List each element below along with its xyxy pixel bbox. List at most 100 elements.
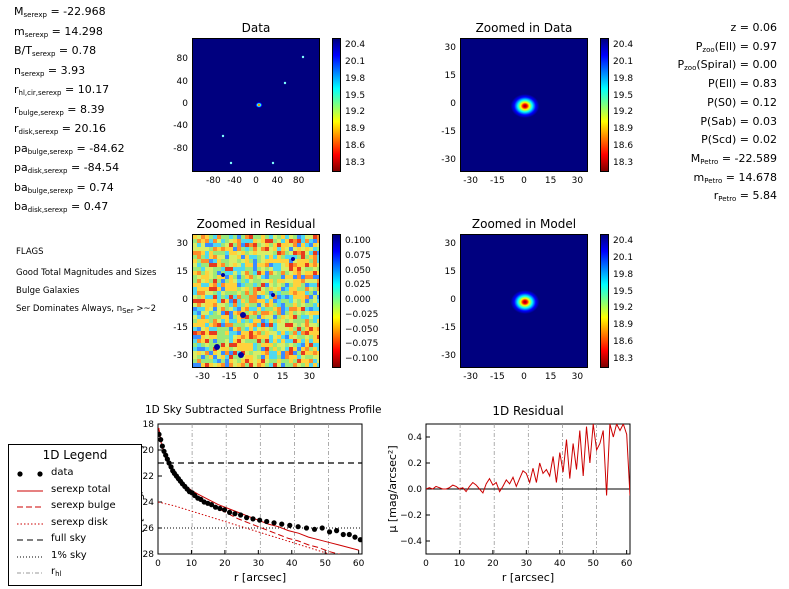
residual-pixel xyxy=(261,251,265,255)
residual-pixel xyxy=(233,307,237,311)
residual-pixel xyxy=(193,287,197,291)
residual-pixel xyxy=(221,243,225,247)
residual-pixel xyxy=(289,271,293,275)
x-tick-label: 10 xyxy=(186,559,198,569)
residual-pixel xyxy=(229,239,233,243)
stat-value: = 20.16 xyxy=(58,122,106,135)
residual-pixel xyxy=(305,319,309,323)
residual-pixel xyxy=(209,311,213,315)
residual-pixel xyxy=(229,331,233,335)
residual-pixel xyxy=(281,315,285,319)
residual-pixel xyxy=(193,259,197,263)
y-tick-label: 26 xyxy=(143,524,155,534)
residual-pixel xyxy=(253,239,257,243)
x-tick-label: -15 xyxy=(489,176,505,186)
colorbar-tick-label: 18.3 xyxy=(345,158,366,168)
residual-pixel xyxy=(233,239,237,243)
residual-pixel xyxy=(233,319,237,323)
x-tick-label: 30 xyxy=(303,372,316,382)
residual-pixel xyxy=(201,355,205,359)
residual-pixel xyxy=(253,275,257,279)
residual-pixel xyxy=(249,251,253,255)
data-point xyxy=(311,526,318,532)
legend-swatch xyxy=(17,522,43,525)
residual-pixel xyxy=(221,251,225,255)
residual-pixel xyxy=(249,235,253,239)
data-point xyxy=(264,518,270,525)
panel-title-3: Zoomed in Model xyxy=(471,217,577,231)
residual-pixel xyxy=(237,287,241,291)
residual-pixel xyxy=(229,303,233,307)
residual-pixel xyxy=(201,299,205,303)
residual-pixel xyxy=(309,323,313,327)
residual-pixel xyxy=(237,235,241,239)
residual-pixel xyxy=(233,315,237,319)
residual-pixel xyxy=(225,235,229,239)
residual-pixel xyxy=(257,255,261,259)
stat-base: ba xyxy=(14,200,28,213)
galaxy-core xyxy=(510,290,540,314)
residual-pixel xyxy=(293,331,297,335)
residual-pixel xyxy=(249,239,253,243)
residual-pixel xyxy=(269,335,273,339)
residual-pixel xyxy=(233,295,237,299)
residual-pixel xyxy=(229,267,233,271)
colorbar-tick-label: 19.8 xyxy=(613,269,634,280)
residual-pixel xyxy=(257,351,261,355)
stat-sub: disk,serexp xyxy=(27,167,68,175)
x-tick-label: 20 xyxy=(487,559,499,569)
stat-sub: bulge,serexp xyxy=(27,186,73,195)
residual-pixel xyxy=(305,299,309,303)
residual-pixel xyxy=(225,243,229,247)
residual-pixel xyxy=(309,243,313,247)
residual-pixel xyxy=(269,243,273,247)
residual-pixel xyxy=(241,275,245,279)
residual-pixel xyxy=(277,263,281,267)
data-point xyxy=(217,505,223,512)
residual-pixel xyxy=(301,351,305,355)
residual-pixel xyxy=(253,299,257,303)
stat-sub: Petro xyxy=(700,157,719,166)
stat-value: = -84.62 xyxy=(72,141,125,155)
residual-pixel xyxy=(229,335,233,339)
x-tick-label: 15 xyxy=(544,176,557,186)
residual-pixel xyxy=(289,307,293,311)
residual-pixel xyxy=(281,255,285,259)
residual-pixel xyxy=(221,239,225,243)
residual-pixel xyxy=(297,251,301,255)
colorbar-tick-label: 19.8 xyxy=(613,73,634,84)
residual-pixel xyxy=(221,359,225,363)
residual-pixel xyxy=(253,251,257,255)
residual-pixel xyxy=(285,367,289,368)
residual-pixel xyxy=(273,323,277,327)
residual-pixel xyxy=(281,335,285,339)
legend-label: data xyxy=(51,467,74,478)
x-tick-label: 30 xyxy=(521,559,533,569)
residual-pixel xyxy=(249,275,253,279)
residual-pixel xyxy=(225,347,229,351)
residual-pixel xyxy=(253,267,257,271)
residual-pixel xyxy=(273,303,277,307)
colorbar-tick-label: 20.1 xyxy=(345,56,366,67)
residual-pixel xyxy=(317,303,319,307)
residual-pixel xyxy=(281,295,285,299)
residual-pixel xyxy=(269,239,273,243)
data-point xyxy=(271,520,277,526)
residual-pixel xyxy=(301,343,305,347)
x-tick-label: 50 xyxy=(587,559,599,569)
residual-pixel xyxy=(253,247,257,251)
residual-pixel xyxy=(205,295,209,299)
colorbar-tick-label: 20.4 xyxy=(345,40,366,50)
colorbar-tick-label: 18.9 xyxy=(345,124,366,135)
stat-base: pa xyxy=(14,141,28,155)
residual-pixel xyxy=(253,291,257,295)
residual-pixel xyxy=(309,331,313,335)
residual-pixel xyxy=(197,303,201,307)
residual-pixel xyxy=(225,267,229,271)
residual-pixel xyxy=(217,267,221,271)
stats_left-3: nserexp = 3.93 xyxy=(14,64,85,81)
residual-pixel xyxy=(253,271,257,275)
residual-pixel xyxy=(201,283,205,287)
residual-pixel xyxy=(309,351,313,355)
residual-pixel xyxy=(237,243,241,247)
